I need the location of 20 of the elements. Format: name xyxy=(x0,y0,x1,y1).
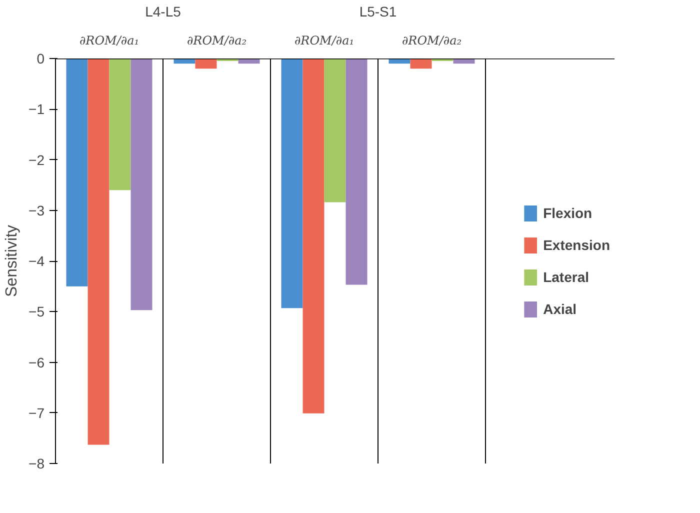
y-axis-title: Sensitivity xyxy=(4,224,21,298)
y-tick-label: −4 xyxy=(28,253,45,269)
legend-label: Lateral xyxy=(543,268,590,284)
x-tick-label: ∂ROM/∂a₂ xyxy=(402,34,462,48)
legend-label: Flexion xyxy=(543,204,592,220)
x-tick-label: ∂ROM/∂a₁ xyxy=(294,34,354,48)
legend-label: Extension xyxy=(543,236,610,252)
y-tick-label: −3 xyxy=(28,202,45,218)
y-tick-label: −7 xyxy=(28,404,45,421)
x-tick-label: ∂ROM/∂a₂ xyxy=(186,34,247,48)
y-tick-label: −6 xyxy=(28,354,45,370)
text: L4-L5 xyxy=(145,4,182,20)
y-tick-label: 0 xyxy=(36,50,45,66)
legend-label: Axial xyxy=(543,300,577,316)
x-tick-label: ∂ROM/∂a₁ xyxy=(79,34,140,48)
y-tick-label: −8 xyxy=(28,456,45,472)
y-tick-label: −2 xyxy=(28,152,45,168)
text: L5-S1 xyxy=(359,4,397,20)
y-tick-label: −1 xyxy=(28,101,45,118)
y-tick-label: −5 xyxy=(28,304,45,320)
